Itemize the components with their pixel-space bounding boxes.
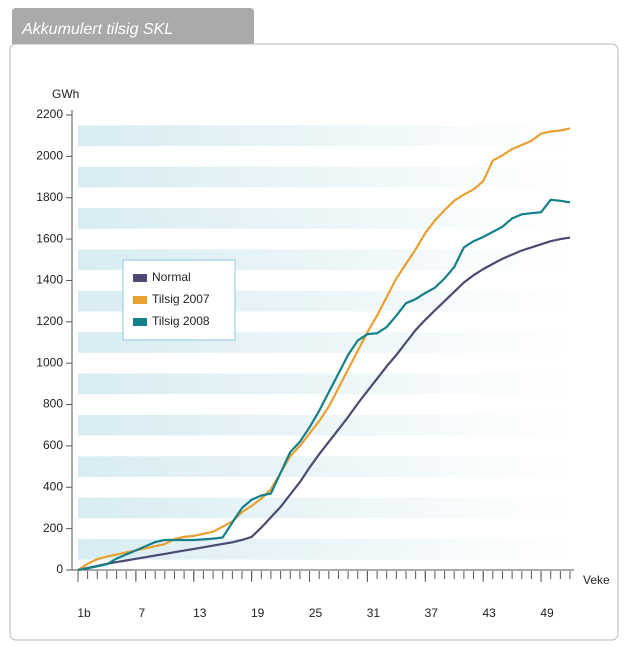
- y-tick-label: 400: [43, 479, 63, 493]
- legend: Normal Tilsig 2007 Tilsig 2008: [122, 259, 236, 341]
- y-tick-label: 600: [43, 438, 63, 452]
- grid-band: [78, 414, 570, 436]
- x-tick-label: 13: [193, 606, 207, 620]
- legend-swatch: [133, 296, 147, 304]
- legend-swatch: [133, 274, 147, 282]
- grid-band: [78, 538, 570, 560]
- y-tick-label: 1200: [36, 314, 63, 328]
- grid-band: [78, 497, 570, 519]
- legend-label: Tilsig 2007: [152, 292, 210, 306]
- grid-band: [78, 373, 570, 395]
- grid-band: [78, 125, 570, 147]
- title-tab: [12, 8, 254, 44]
- y-tick-label: 0: [56, 562, 63, 576]
- grid-band: [78, 456, 570, 477]
- legend-label: Tilsig 2008: [152, 314, 210, 328]
- y-tick-label: 800: [43, 397, 63, 411]
- series-line: [77, 236, 571, 572]
- x-tick-label: 7: [139, 606, 146, 620]
- y-tick-label: 2200: [36, 107, 63, 121]
- x-tick-label: 1b: [77, 606, 91, 620]
- x-tick-label: 31: [367, 606, 381, 620]
- y-tick-label: 2000: [36, 149, 63, 163]
- chart-title: Akkumulert tilsig SKL: [21, 21, 173, 38]
- x-tick-label: 25: [309, 606, 323, 620]
- x-tick-label: 49: [540, 606, 554, 620]
- y-tick-label: 1800: [36, 190, 63, 204]
- grid-band: [78, 208, 570, 229]
- legend-swatch: [133, 318, 147, 326]
- grid-band: [78, 166, 570, 188]
- legend-label: Normal: [152, 270, 191, 284]
- series-line: [77, 198, 571, 572]
- y-tick-label: 200: [43, 521, 63, 535]
- y-axis-label: GWh: [52, 87, 79, 101]
- y-tick-label: 1400: [36, 273, 63, 287]
- x-axis-label: Veke: [583, 573, 610, 587]
- series-line: [77, 127, 571, 571]
- y-tick-label: 1600: [36, 231, 63, 245]
- x-tick-label: 43: [482, 606, 496, 620]
- x-tick-label: 37: [425, 606, 439, 620]
- y-tick-label: 1000: [36, 355, 63, 369]
- x-tick-label: 19: [251, 606, 265, 620]
